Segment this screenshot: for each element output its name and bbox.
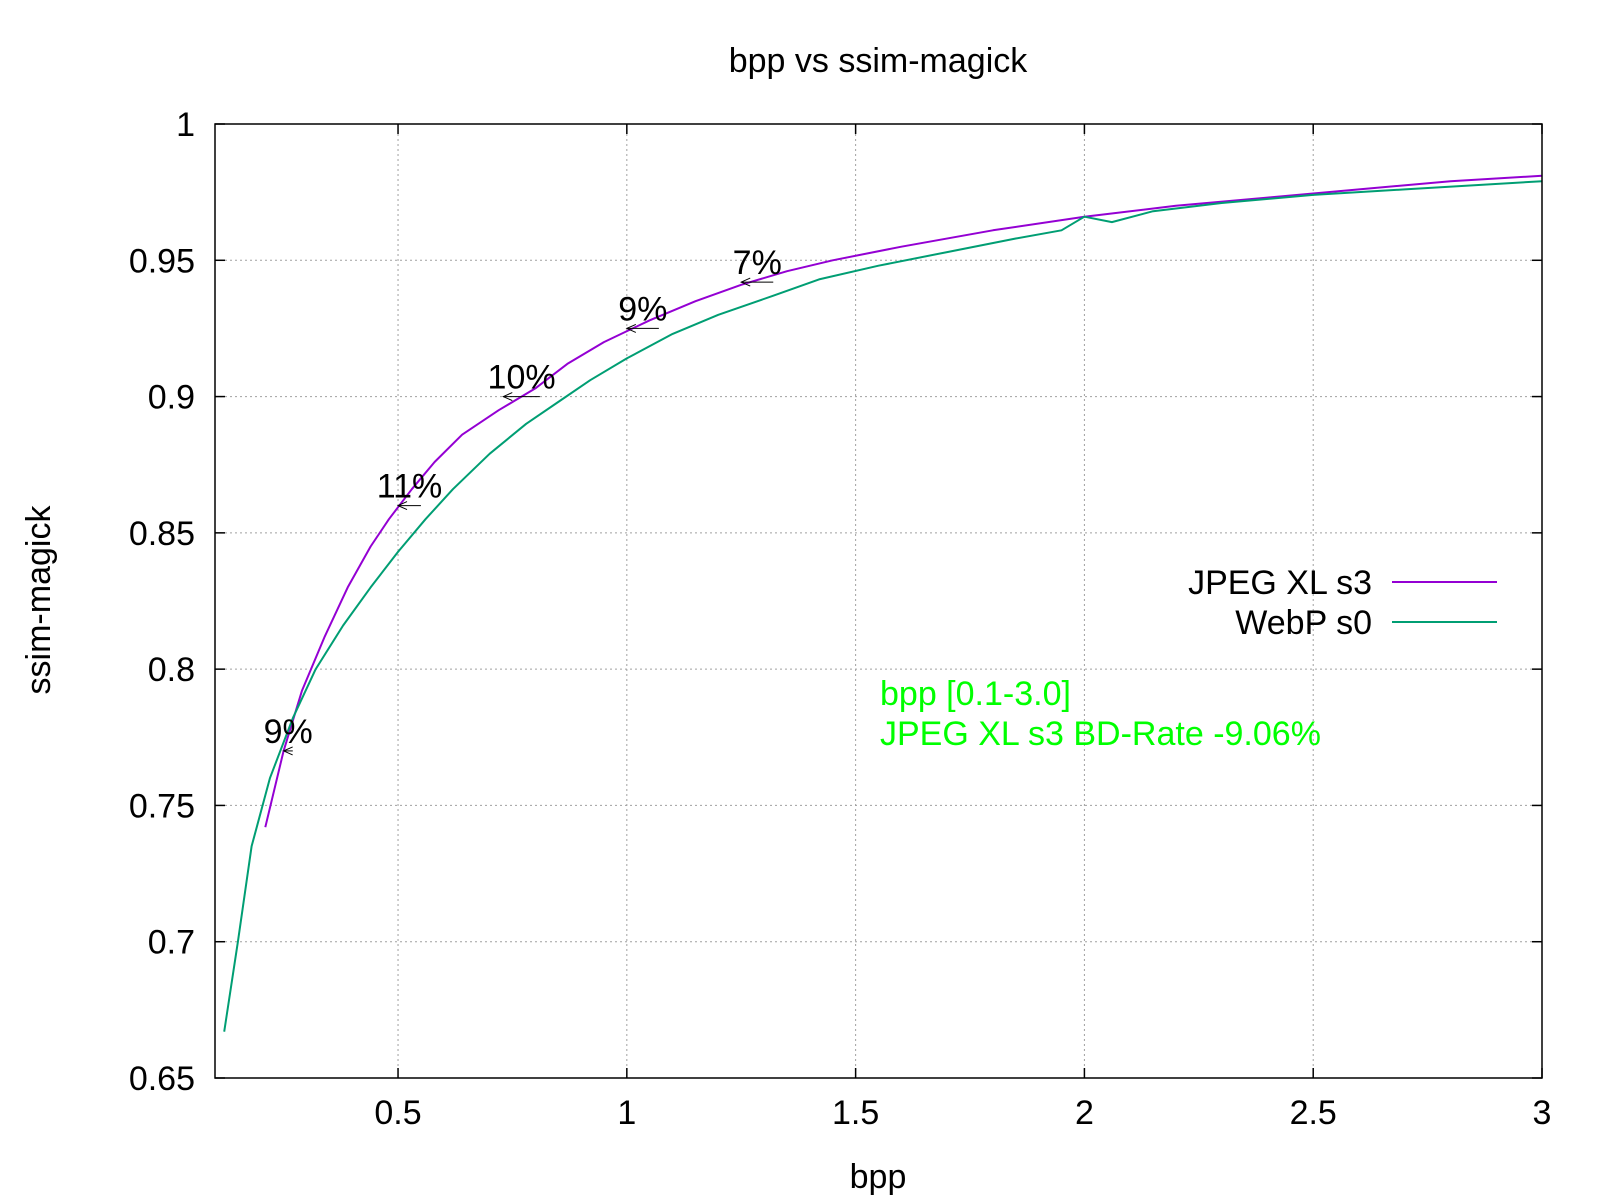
- series-lines: [223, 174, 1543, 1032]
- y-axis-label: ssim-magick: [20, 505, 58, 695]
- y-tick-label: 0.9: [148, 379, 195, 417]
- gain-label-2: 10%: [488, 359, 556, 397]
- plot-frame: [214, 123, 1543, 1079]
- gain-arrow-head: [502, 392, 513, 402]
- annotation-line-1: bpp [0.1-3.0]: [880, 675, 1071, 713]
- gain-arrow-head: [396, 501, 408, 511]
- gain-label-3: 9%: [618, 290, 667, 328]
- gain-labels: 9% 11% 10% 9% 7%: [264, 244, 782, 756]
- y-tick-label: 0.75: [129, 787, 195, 825]
- y-tick-label: 0.85: [129, 515, 195, 553]
- y-tick-label: 0.65: [129, 1060, 195, 1098]
- x-tick-label: 3: [1533, 1094, 1552, 1132]
- gain-arrow-head: [739, 277, 751, 287]
- y-tick-label: 0.95: [129, 242, 195, 280]
- series-line-1: [223, 180, 1543, 1032]
- bd-rate-annotation: bpp [0.1-3.0] JPEG XL s3 BD-Rate -9.06%: [880, 675, 1321, 753]
- legend-label-1: WebP s0: [1235, 604, 1372, 642]
- x-axis-label: bpp: [850, 1158, 907, 1196]
- x-tick-label: 2.5: [1290, 1094, 1337, 1132]
- gain-label-0: 9%: [264, 713, 313, 751]
- x-tick-label: 2: [1075, 1094, 1094, 1132]
- grid-lines: [215, 124, 1542, 1078]
- y-tick-label: 0.8: [148, 651, 195, 689]
- chart-title: bpp vs ssim-magick: [729, 42, 1029, 80]
- x-tick-label: 1.5: [832, 1094, 879, 1132]
- series-line-0: [264, 174, 1543, 828]
- y-axis-ticks: 0.65 0.7 0.75 0.8 0.85 0.9 0.95 1: [129, 106, 1542, 1098]
- y-tick-label: 1: [176, 106, 195, 144]
- legend-label-0: JPEG XL s3: [1188, 564, 1372, 602]
- x-tick-label: 1: [617, 1094, 636, 1132]
- gain-label-1: 11%: [377, 468, 443, 506]
- x-tick-label: 0.5: [374, 1094, 421, 1132]
- gain-arrow-head: [282, 746, 293, 756]
- x-axis-ticks: 0.5 1 1.5 2 2.5 3: [374, 124, 1551, 1132]
- y-tick-label: 0.7: [148, 924, 195, 962]
- annotation-line-2: JPEG XL s3 BD-Rate -9.06%: [880, 715, 1321, 753]
- gain-label-4: 7%: [733, 244, 782, 282]
- gain-arrow-head: [625, 323, 637, 333]
